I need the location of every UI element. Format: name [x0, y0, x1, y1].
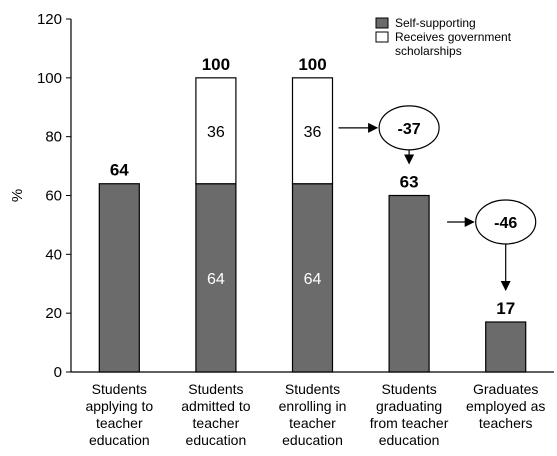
y-tick-label: 80: [45, 129, 62, 146]
category-label-line: teachers: [479, 415, 533, 431]
category-label-line: applying to: [85, 398, 153, 414]
category-label-line: Students: [381, 381, 436, 397]
y-tick-label: 120: [37, 11, 62, 28]
bar-scholarship-1: [195, 77, 237, 185]
category-label-line: Students: [92, 381, 147, 397]
y-tick-label: 20: [45, 305, 62, 322]
bar-total-label: 17: [496, 299, 515, 318]
legend-label: Self-supporting: [395, 16, 476, 30]
category-label-line: Students: [188, 381, 243, 397]
category-label-line: employed as: [466, 398, 545, 414]
bars: [98, 77, 527, 373]
y-tick-label: 0: [54, 364, 62, 381]
bar-value-label: 64: [304, 271, 322, 288]
category-label-line: education: [379, 432, 440, 448]
y-axis-label: %: [9, 189, 26, 202]
category-label-line: education: [282, 432, 343, 448]
category-label-line: admitted to: [181, 398, 250, 414]
category-label: Students applying to teacher education: [85, 381, 153, 448]
bar-self-supporting-1: [195, 183, 237, 373]
category-label-line: Students: [285, 381, 340, 397]
legend-label-line: Self-supporting: [395, 16, 476, 30]
legend-label-line: scholarships: [395, 44, 462, 58]
legend-label: Receives government scholarships: [395, 30, 512, 58]
category-label-line: education: [89, 432, 150, 448]
bar-self-supporting-4: [485, 321, 527, 373]
bar-total-label: 100: [298, 55, 326, 74]
bar-total-label: 100: [202, 55, 230, 74]
category-label: Graduates employed as teachers: [466, 381, 545, 431]
bar-self-supporting-0: [98, 183, 140, 373]
category-label: Students admitted to teacher education: [181, 381, 250, 448]
bar-scholarship-2: [291, 77, 334, 185]
category-label: Students enrolling in teacher education: [279, 381, 347, 448]
legend-label-line: Receives government: [395, 30, 512, 44]
category-label: Students graduating from teacher education: [370, 381, 449, 448]
bar-value-label: 36: [207, 124, 225, 141]
category-label-line: teacher: [289, 415, 336, 431]
change-label: -37: [398, 121, 421, 138]
category-label-line: from teacher: [370, 415, 449, 431]
category-label-line: teacher: [193, 415, 240, 431]
legend-swatch: [375, 17, 389, 29]
bar-total-label: 63: [400, 173, 419, 192]
y-tick-label: 100: [37, 70, 62, 87]
category-label-line: enrolling in: [279, 398, 347, 414]
bar-self-supporting-3: [388, 194, 430, 373]
bar-value-label: 36: [304, 124, 322, 141]
category-label-line: graduating: [376, 398, 442, 414]
axes: 0 20 40 60 80 100 120%: [9, 11, 554, 381]
bar-value-label: 64: [207, 271, 225, 288]
category-label-line: teacher: [96, 415, 143, 431]
category-label-line: Graduates: [473, 381, 538, 397]
annotations: -37 -46: [338, 105, 537, 291]
bar-total-label: 64: [110, 161, 129, 180]
legend-swatch: [375, 31, 389, 43]
y-tick-label: 40: [45, 246, 62, 263]
change-label: -46: [494, 215, 517, 232]
y-tick-label: 60: [45, 188, 62, 205]
category-label-line: education: [186, 432, 247, 448]
